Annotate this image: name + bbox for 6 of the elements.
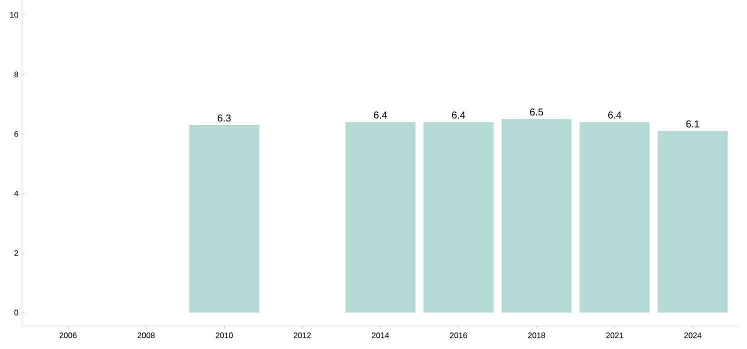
data-label: 6.5	[530, 108, 544, 116]
data-label: 6.4	[608, 111, 622, 119]
data-label: 6.4	[374, 111, 388, 119]
data-label: 6.3	[218, 114, 231, 122]
data-label: 6.4	[452, 111, 466, 119]
data-label: 6.1	[686, 120, 700, 128]
